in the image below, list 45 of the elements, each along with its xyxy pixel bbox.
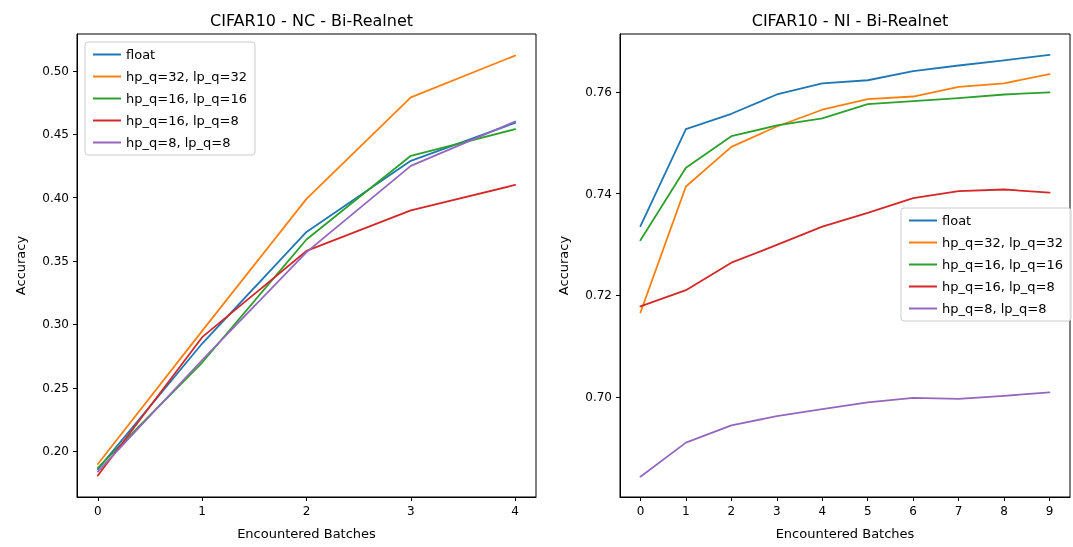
line-series: [639, 53, 1051, 228]
x-tick-label: 1: [682, 504, 690, 518]
y-tick-label: 0.45: [42, 127, 69, 142]
x-tick-label: 2: [302, 504, 311, 518]
x-tick-label: 1: [198, 504, 206, 518]
y-tick-label: 0.76: [585, 84, 612, 99]
x-tick-label: 3: [407, 504, 415, 518]
x-tick-label: 0: [94, 504, 102, 518]
y-tick-label: 0.30: [42, 317, 69, 332]
legend-label: hp_q=16, lp_q=8: [126, 113, 239, 128]
x-tick-label: 2: [727, 504, 736, 518]
chart-title: CIFAR10 - NI - Bi-Realnet: [751, 10, 949, 30]
legend-label: float: [126, 47, 156, 62]
x-tick-label: 7: [954, 504, 963, 518]
y-tick-label: 0.70: [585, 389, 612, 404]
x-axis-title: Encountered Batches: [775, 526, 915, 541]
legend-label: hp_q=8, lp_q=8: [126, 135, 231, 150]
y-tick-label: 0.20: [42, 444, 69, 459]
line-series: [639, 391, 1051, 478]
y-axis-title: Accuracy: [556, 235, 571, 296]
chart-title: CIFAR10 - NC - Bi-Realnet: [209, 10, 414, 30]
x-tick-label: 8: [1000, 504, 1008, 518]
x-tick-label: 0: [636, 504, 645, 518]
legend-label: hp_q=16, lp_q=16: [942, 257, 1064, 272]
x-tick-label: 4: [818, 504, 827, 518]
line-series: [96, 184, 517, 477]
y-tick-label: 0.35: [42, 254, 69, 269]
x-axis-title: Encountered Batches: [237, 526, 377, 541]
y-tick-label: 0.72: [585, 288, 612, 303]
y-axis-title: Accuracy: [13, 235, 28, 296]
x-tick-label: 9: [1045, 504, 1054, 518]
y-tick-label: 0.25: [42, 380, 69, 395]
y-tick-label: 0.74: [585, 186, 612, 201]
x-tick-label: 3: [773, 504, 781, 518]
legend-label: hp_q=16, lp_q=8: [942, 279, 1055, 294]
x-tick-label: 6: [909, 504, 917, 518]
legend-label: hp_q=32, lp_q=32: [942, 235, 1064, 250]
legend-label: float: [942, 213, 972, 228]
y-tick-label: 0.40: [42, 190, 69, 205]
legend-label: hp_q=16, lp_q=16: [126, 91, 247, 106]
x-tick-label: 4: [511, 504, 519, 518]
legend-label: hp_q=32, lp_q=32: [126, 69, 247, 84]
x-tick-label: 5: [863, 504, 872, 518]
legend-label: hp_q=8, lp_q=8: [942, 301, 1047, 316]
y-tick-label: 0.50: [42, 63, 69, 78]
